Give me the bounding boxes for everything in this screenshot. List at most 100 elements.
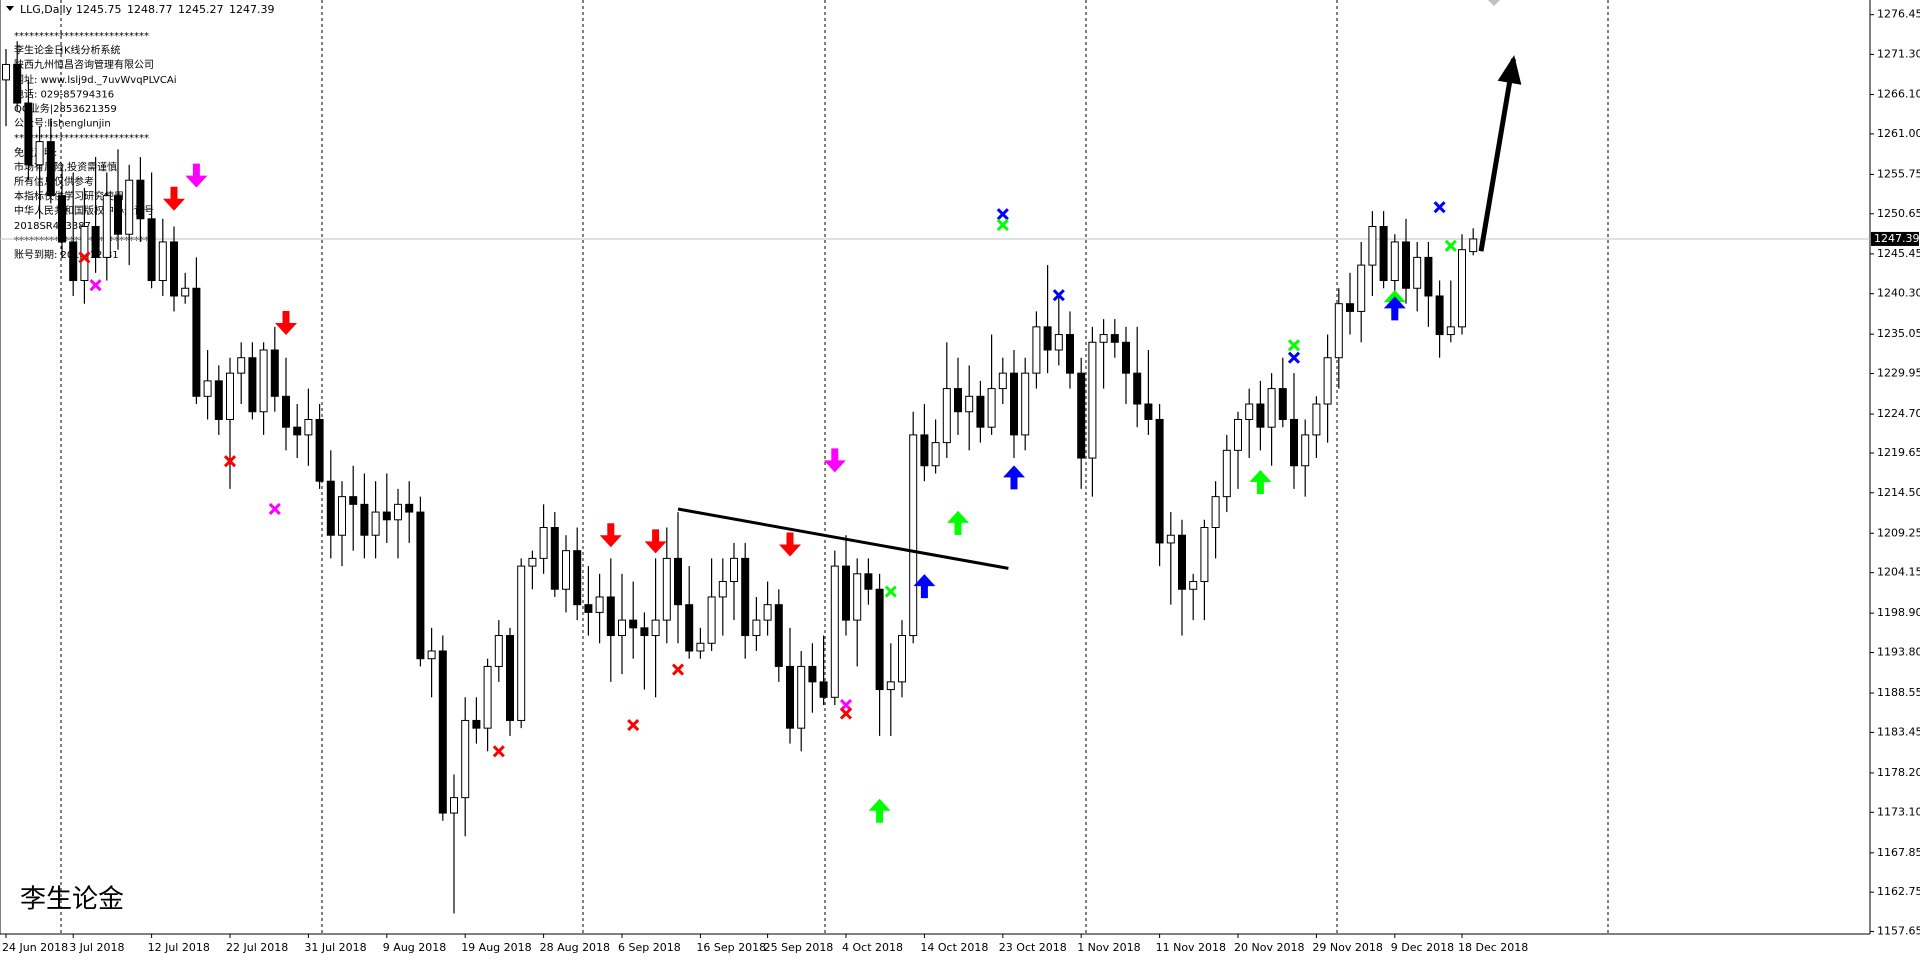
x-tick-label: 23 Oct 2018 xyxy=(999,941,1067,954)
candle-body xyxy=(270,349,279,397)
candle-body xyxy=(382,511,391,521)
cross-stroke xyxy=(1444,239,1457,252)
candle-body xyxy=(1278,388,1287,420)
info-line: 陕西九州恒昌咨询管理有限公司 xyxy=(14,58,154,71)
candle-body xyxy=(517,565,526,721)
y-tick-label: 1198.90 xyxy=(1877,606,1920,619)
candle-body xyxy=(674,557,682,606)
y-tick-label: 1276.45 xyxy=(1877,8,1920,21)
candle-body xyxy=(1323,357,1332,405)
y-tick-label: 1266.10 xyxy=(1877,88,1920,101)
signal-cross xyxy=(1433,201,1446,214)
price-tag-label: 1247.39 xyxy=(1874,232,1920,245)
candle-body xyxy=(942,388,951,444)
signal-arrow-up xyxy=(1383,296,1406,321)
candle-body xyxy=(808,665,817,683)
candle-body xyxy=(1211,496,1220,529)
candle-body xyxy=(797,665,806,729)
x-tick-label: 4 Oct 2018 xyxy=(842,941,903,954)
header-close: 1247.39 xyxy=(229,3,275,16)
signal-arrow-down xyxy=(823,448,846,473)
candle-body xyxy=(394,503,402,521)
x-tick-label: 24 Jun 2018 xyxy=(2,941,68,954)
candle-body xyxy=(976,395,985,428)
candle-body xyxy=(237,357,246,374)
header-low: 1245.27 xyxy=(178,3,224,16)
info-line: QQ业务|2853621359 xyxy=(14,102,117,115)
signal-cross xyxy=(839,707,853,720)
signal-cross xyxy=(627,719,640,732)
signal-cross xyxy=(492,745,505,758)
signal-arrow-up xyxy=(868,798,891,823)
candle-body xyxy=(282,395,290,428)
candle-body xyxy=(954,388,962,413)
x-tick-label: 18 Dec 2018 xyxy=(1458,941,1528,954)
header-open: 1245.75 xyxy=(76,3,122,16)
signal-cross xyxy=(223,455,237,468)
candle-body xyxy=(909,434,918,637)
signal-arrow-down xyxy=(644,529,667,554)
y-tick-label: 1209.25 xyxy=(1877,526,1920,539)
candle-body xyxy=(1222,449,1231,498)
header-high: 1248.77 xyxy=(127,3,173,16)
candles xyxy=(2,41,1478,914)
candle-body xyxy=(427,650,436,660)
candle-body xyxy=(147,218,156,282)
candle-body xyxy=(763,604,772,621)
candle-body xyxy=(640,627,649,637)
candle-body xyxy=(203,380,212,397)
candle-body xyxy=(1312,403,1321,436)
candle-body xyxy=(114,195,122,235)
signal-cross xyxy=(1052,289,1065,302)
signal-cross xyxy=(89,279,102,292)
candle-body xyxy=(528,557,537,567)
candle-body xyxy=(248,357,257,413)
signal-cross xyxy=(1287,351,1301,364)
candle-body xyxy=(987,388,996,428)
cross-stroke xyxy=(1052,289,1065,302)
x-tick-label: 20 Nov 2018 xyxy=(1234,941,1304,954)
candle-body xyxy=(405,503,414,513)
candle-body xyxy=(1379,226,1388,282)
candle-body xyxy=(550,527,559,590)
candle-body xyxy=(371,511,380,536)
shift-marker xyxy=(1488,0,1500,6)
candle-body xyxy=(774,604,783,667)
candle-body xyxy=(920,434,929,467)
candle-body xyxy=(618,619,626,637)
candle-body xyxy=(1155,418,1164,544)
signal-cross xyxy=(671,663,685,676)
candle-body xyxy=(349,496,358,505)
y-tick-label: 1204.15 xyxy=(1877,566,1920,579)
candle-body xyxy=(158,241,167,282)
trend-line xyxy=(1478,58,1516,252)
candle-body xyxy=(1166,534,1175,544)
candle-body xyxy=(1010,372,1018,436)
candle-body xyxy=(1346,303,1354,312)
candle-body xyxy=(181,287,190,297)
candle-body xyxy=(1133,372,1142,405)
x-tick-label: 31 Jul 2018 xyxy=(304,941,366,954)
candle-body xyxy=(1469,238,1478,253)
info-line: 2018SR403387 xyxy=(14,221,91,232)
info-line: 电话: 029-85794316 xyxy=(14,87,114,100)
candle-body xyxy=(853,573,862,621)
candle-body xyxy=(226,372,234,420)
candle-body xyxy=(1390,241,1399,282)
candle-body xyxy=(875,588,884,691)
x-tick-label: 28 Aug 2018 xyxy=(540,941,610,954)
candle-body xyxy=(584,604,593,613)
candle-body xyxy=(539,527,548,559)
candle-body xyxy=(360,503,369,536)
x-tick-label: 25 Sep 2018 xyxy=(764,941,834,954)
candle-body xyxy=(214,380,223,420)
info-line: 本指标仅供学习研究使用 xyxy=(14,190,124,203)
candle-body xyxy=(718,581,727,598)
candle-body xyxy=(24,102,33,166)
candle-body xyxy=(1402,241,1410,289)
info-line: *************************** xyxy=(14,133,149,144)
candle-body xyxy=(1301,434,1310,467)
candle-body xyxy=(662,557,671,621)
cross-stroke xyxy=(492,745,505,758)
candle-body xyxy=(450,797,458,814)
